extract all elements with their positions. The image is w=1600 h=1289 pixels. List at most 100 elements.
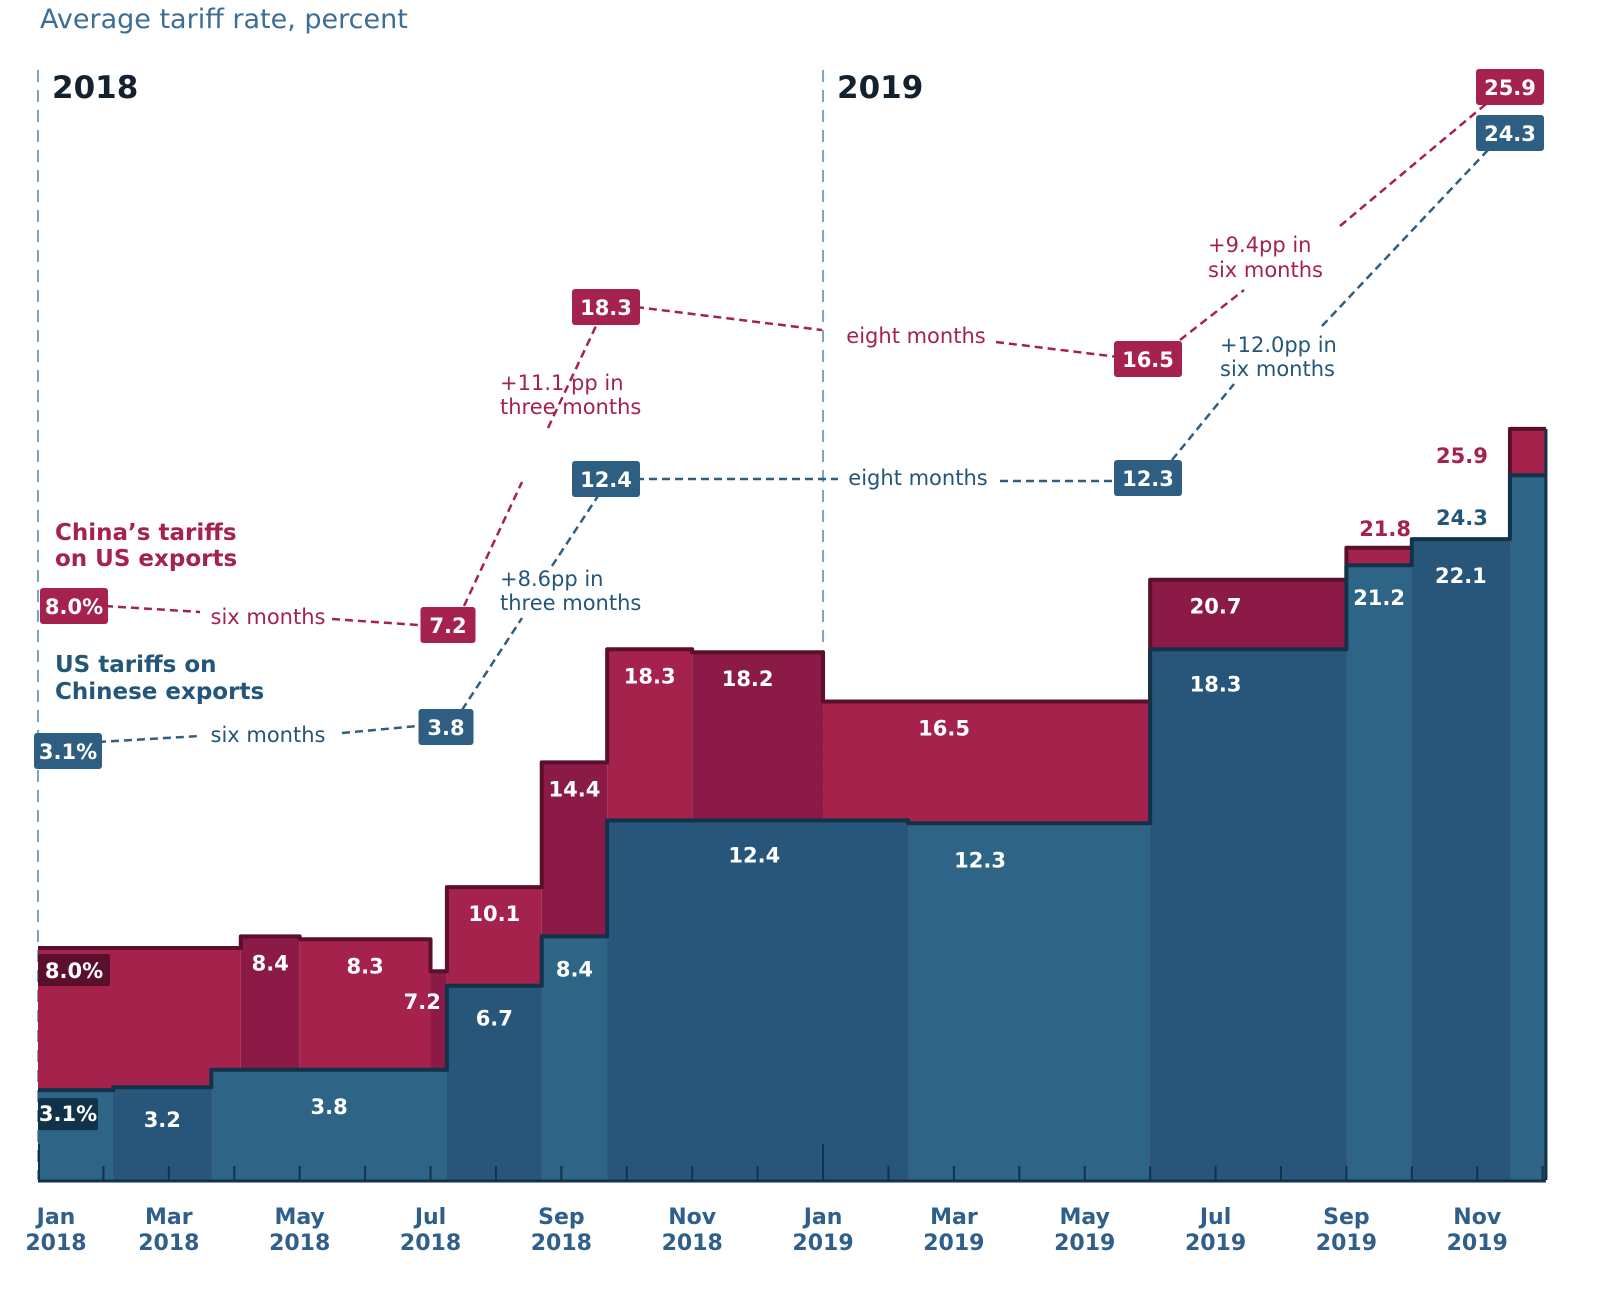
china-step-line [38,426,1546,974]
x-tick-label-month: Jan [35,1205,76,1230]
year-label: 2018 [52,70,138,106]
china-link-label: +11.1 pp in [500,371,624,395]
x-tick-label-year: 2018 [269,1231,330,1256]
us-link-label: six months [211,723,326,747]
x-tick-label-month: Jul [413,1205,446,1230]
china-step-label: 8.4 [252,951,289,975]
us-link-label: eight months [848,466,987,490]
x-tick-label-year: 2019 [923,1231,984,1256]
us-connector-dash [1171,383,1235,461]
us-step-label: 3.2 [144,1108,181,1132]
x-tick-label-year: 2018 [138,1231,199,1256]
legend-china-line: China’s tariffs [55,520,237,546]
us-step-line [38,473,1546,1093]
us-annotation-badge-text: 12.3 [1122,467,1174,491]
us-step-area [1346,565,1412,1180]
us-step-area [1411,539,1510,1180]
us-start-badge [38,1098,98,1131]
us-outside-label: 24.3 [1436,506,1488,530]
us-step-area [908,823,1151,1180]
china-annotation-badge-text: 16.5 [1122,348,1174,372]
us-step-label: 22.1 [1435,564,1487,588]
china-annotation-badge-text: 18.3 [580,296,632,320]
china-annotation-badge [572,289,640,325]
us-connector-dash [1321,149,1489,327]
us-step-area [211,1069,447,1180]
us-annotation-badge-text: 12.4 [580,468,632,492]
china-step-label: 20.7 [1190,595,1242,619]
china-link-label: three months [500,395,641,419]
x-tick-label-year: 2019 [1316,1231,1377,1256]
china-annotation-badge [40,588,108,624]
china-annotation-badge [1476,69,1544,105]
china-step-label: 18.3 [624,664,676,688]
us-connector-dash [460,617,524,711]
us-link-label: +8.6pp in [500,567,603,591]
year-label: 2019 [837,70,923,106]
legend-us-line: Chinese exports [55,679,264,705]
china-annotation-badge [1114,341,1182,377]
china-step-label: 18.2 [722,667,774,691]
china-link-label: six months [1208,258,1323,282]
x-tick-label-month: Jan [802,1205,843,1230]
china-connector-dash [635,305,823,332]
china-annotation-badge [420,607,476,643]
x-tick-label-month: Mar [145,1205,193,1230]
x-tick-label-year: 2019 [1054,1231,1115,1256]
us-annotation-badge-text: 3.8 [427,716,464,740]
us-annotation-badge [34,733,102,769]
china-connector-dash [104,604,201,614]
us-step-area [541,936,608,1180]
x-tick-label-month: Nov [668,1205,717,1230]
us-step-area [1509,475,1546,1180]
x-tick-label-year: 2019 [792,1231,853,1256]
china-outside-label: 21.8 [1359,517,1411,541]
us-step-label: 6.7 [476,1007,513,1031]
annotations: 8.0% 7.2 18.3 16.5 25.9 3.1% 3.8 12.4 12.3 24.3 si… [34,69,1544,769]
x-tick-label-month: Sep [538,1205,585,1230]
us-connector-dash [97,734,201,744]
x-tick-label-month: Sep [1323,1205,1370,1230]
x-axis: Jan2018Mar2018May2018Jul2018Sep2018Nov20… [25,1144,1546,1256]
us-annotation-badge-text: 3.1% [39,740,97,764]
us-step-label: 3.8 [311,1095,348,1119]
china-step-label: 7.2 [404,990,441,1014]
us-step-label: 21.2 [1353,586,1405,610]
china-step-label: 16.5 [918,717,970,741]
us-step-area [1150,649,1347,1180]
legend-us-line: US tariffs on [55,652,217,678]
us-annotation-badge-text: 24.3 [1484,122,1536,146]
us-step-area [607,820,909,1180]
us-connector-dash [341,724,419,735]
china-connector-dash [1339,103,1487,227]
x-tick-label-year: 2019 [1185,1231,1246,1256]
x-tick-label-year: 2018 [531,1231,592,1256]
us-annotation-badge [1114,460,1182,496]
china-annotation-badge-text: 25.9 [1484,76,1536,100]
us-step-area [113,1087,212,1180]
x-tick-label-year: 2019 [1447,1231,1508,1256]
us-annotation-badge [1476,115,1544,151]
x-tick-label-month: Mar [930,1205,978,1230]
china-link-label: six months [211,605,326,629]
us-step-label: 18.3 [1190,672,1242,696]
chart-title: Average tariff rate, percent [40,4,408,35]
areas [38,426,1548,1180]
us-step-label: 3.1% [39,1102,97,1126]
us-step-label: 12.4 [728,843,780,867]
china-connector-dash [1179,289,1245,341]
china-step-label: 14.4 [549,777,601,801]
x-tick-label-month: Jul [1198,1205,1231,1230]
us-step-area [446,985,542,1180]
x-tick-label-year: 2018 [400,1231,461,1256]
x-tick-label-month: May [274,1205,324,1230]
china-annotation-badge-text: 8.0% [45,595,103,619]
china-connector-dash [546,325,598,429]
x-tick-label-year: 2018 [662,1231,723,1256]
china-connector-dash [995,340,1119,359]
us-step-label: 12.3 [954,848,1006,872]
x-tick-label-month: May [1060,1205,1110,1230]
china-connector-dash [462,481,524,607]
